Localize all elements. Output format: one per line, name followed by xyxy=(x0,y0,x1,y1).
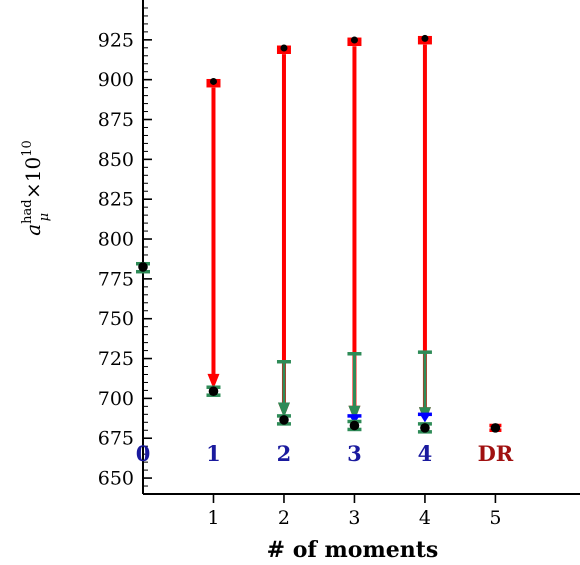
data-point xyxy=(420,423,430,433)
y-tick-label: 775 xyxy=(98,268,134,290)
red-marker-dot xyxy=(350,36,358,44)
y-tick-label: 650 xyxy=(98,468,134,490)
data-point xyxy=(208,386,219,397)
y-tick-label: 675 xyxy=(98,428,134,450)
annotation-label: 3 xyxy=(347,441,362,466)
y-tick-label: 700 xyxy=(98,388,134,410)
red-arrow-head xyxy=(207,373,220,389)
annotations-layer: 0 1 2 3 4 DR xyxy=(136,441,514,466)
green-arrow-head xyxy=(348,405,361,421)
annotation-label: 2 xyxy=(277,441,292,466)
y-tick-label: 825 xyxy=(98,189,134,211)
data-point xyxy=(138,262,148,272)
annotation-label: 1 xyxy=(206,441,221,466)
y-axis-title-factor: ×10 xyxy=(21,157,45,199)
red-marker-dot xyxy=(421,34,429,42)
y-tick-label: 850 xyxy=(98,149,134,171)
x-tick-label: 3 xyxy=(348,507,360,529)
green-arrow-head xyxy=(277,402,290,418)
annotation-label: 4 xyxy=(418,441,433,466)
y-axis-title-subscript: μ xyxy=(37,213,52,221)
annotation-label: 0 xyxy=(136,441,151,466)
data-point xyxy=(279,415,289,425)
x-tick-label: 4 xyxy=(419,507,431,529)
red-marker-dot xyxy=(209,77,217,85)
y-tick-label: 725 xyxy=(98,348,134,370)
y-tick-label: 800 xyxy=(98,229,134,251)
y-tick-label: 900 xyxy=(98,69,134,91)
y-axis-title-factor-exponent: 10 xyxy=(20,140,35,157)
red-marker-dot xyxy=(280,44,288,52)
marks-layer xyxy=(136,34,502,434)
y-axis-title: ahad μ ×1010 xyxy=(20,140,52,236)
x-tick-label: 5 xyxy=(489,507,501,529)
x-axis-title: # of moments xyxy=(267,537,439,563)
data-point xyxy=(349,420,360,431)
y-tick-label: 750 xyxy=(98,308,134,330)
y-axis-title-base: a xyxy=(21,224,45,236)
y-axis-title-superscript: had xyxy=(20,199,35,223)
axes: 650 675 700 725 750 775 800 825 850 875 900 925 1 2 3 4… xyxy=(98,0,580,529)
blue-marker-head xyxy=(419,414,430,423)
y-tick-label: 875 xyxy=(98,109,134,131)
x-tick-label: 2 xyxy=(278,507,290,529)
data-point xyxy=(490,423,501,433)
x-tick-label: 1 xyxy=(207,507,219,529)
y-tick-label: 925 xyxy=(98,29,134,51)
arrows-layer xyxy=(207,44,432,423)
annotation-label: DR xyxy=(478,441,514,466)
